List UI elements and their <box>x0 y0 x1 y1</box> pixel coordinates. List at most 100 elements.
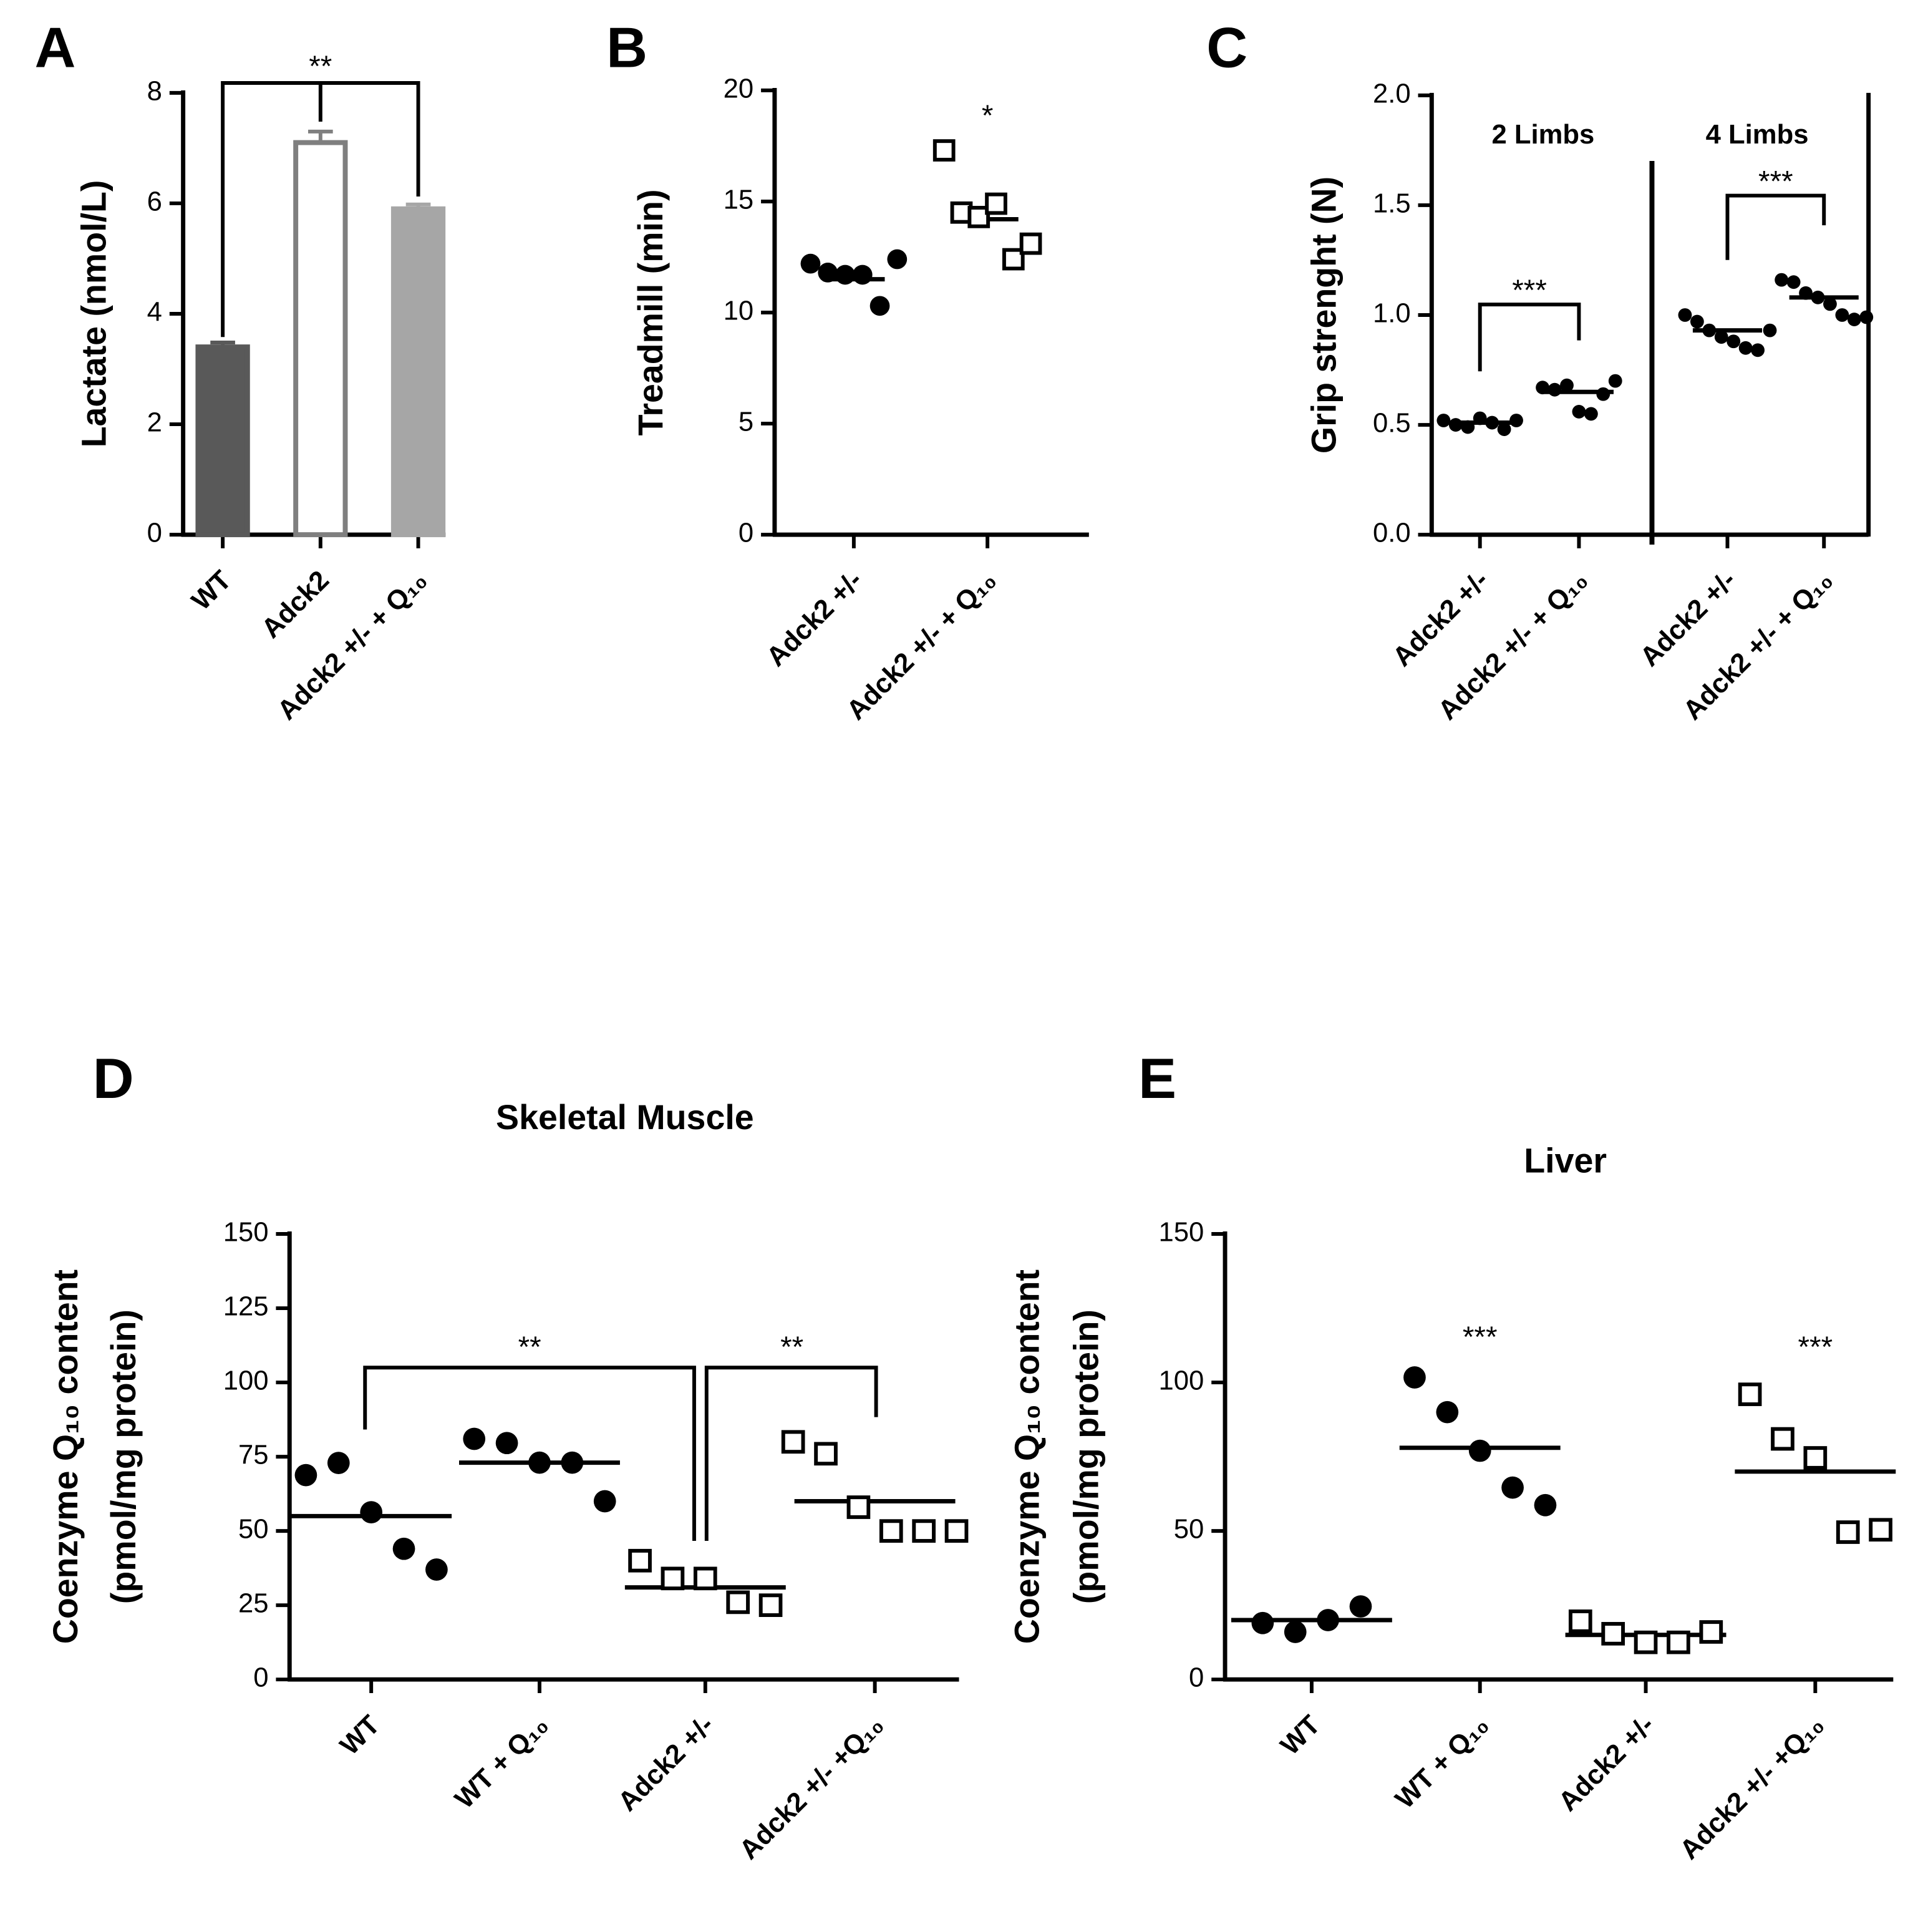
data-point <box>1738 1382 1762 1406</box>
y-tick-label: 6 <box>147 186 162 216</box>
data-point <box>758 1593 783 1618</box>
data-point <box>1771 1427 1794 1451</box>
bar <box>293 140 348 538</box>
data-point <box>869 296 890 316</box>
y-tick-label: 0.0 <box>1373 518 1411 548</box>
y-axis-title: Grip strenght (N) <box>1304 177 1343 454</box>
data-point <box>1727 334 1741 349</box>
significance-label: *** <box>1798 1331 1833 1364</box>
data-point <box>1436 414 1451 427</box>
data-point <box>1349 1595 1372 1618</box>
x-tick-label: WT + Q₁₀ <box>1389 1709 1494 1814</box>
significance-label: ** <box>518 1331 541 1364</box>
data-point <box>294 1464 317 1487</box>
y-axis-title: (pmol/mg protein) <box>104 1309 143 1604</box>
data-point <box>628 1548 652 1573</box>
significance-label: *** <box>1758 165 1793 198</box>
data-point <box>1534 1493 1557 1517</box>
section-label: 2 Limbs <box>1491 119 1594 150</box>
y-axis-title: Coenzyme Q₁₀ content <box>46 1269 85 1644</box>
data-point <box>1547 382 1562 397</box>
y-tick-label: 0 <box>1189 1663 1204 1693</box>
data-point <box>495 1432 518 1455</box>
data-point <box>661 1566 685 1591</box>
data-point <box>1509 414 1523 427</box>
significance-label: ** <box>780 1331 803 1364</box>
data-point <box>1751 343 1765 357</box>
data-point <box>1461 420 1475 434</box>
y-tick-label: 50 <box>1174 1514 1204 1545</box>
x-tick-label: Adck2 <box>256 565 335 644</box>
data-point <box>693 1566 717 1591</box>
data-point <box>1596 387 1610 401</box>
data-point <box>800 253 821 274</box>
y-axis-title: Coenzyme Q₁₀ content <box>1007 1269 1046 1644</box>
y-tick-label: 20 <box>724 73 754 104</box>
data-point <box>1568 1609 1592 1633</box>
data-point <box>781 1430 805 1454</box>
data-point <box>985 192 1007 215</box>
y-tick-label: 150 <box>1159 1217 1204 1248</box>
x-tick-label: Adck2 +/- +Q₁₀ <box>1674 1709 1830 1865</box>
data-point <box>1572 405 1586 419</box>
data-point <box>1836 1520 1860 1544</box>
section-label: 4 Limbs <box>1706 119 1809 150</box>
y-tick-label: 5 <box>739 407 753 437</box>
y-tick-label: 1.5 <box>1373 188 1411 218</box>
data-point <box>835 265 855 285</box>
data-point <box>1667 1630 1690 1654</box>
x-tick-label: WT <box>1274 1709 1326 1761</box>
significance-bracket <box>704 1366 878 1541</box>
y-tick-label: 25 <box>238 1588 269 1619</box>
data-point <box>1803 1446 1828 1470</box>
data-point <box>561 1451 584 1474</box>
data-point <box>1835 308 1849 322</box>
data-point <box>1634 1630 1658 1654</box>
data-point <box>846 1495 871 1519</box>
data-point <box>1536 381 1550 395</box>
data-point <box>1317 1609 1339 1631</box>
y-tick-label: 0.5 <box>1373 408 1411 439</box>
data-point <box>1775 273 1789 287</box>
y-axis-title: Lactate (nmol/L) <box>74 180 113 448</box>
x-tick-label: Adck2 +/- <box>1387 565 1494 672</box>
y-tick-label: 75 <box>238 1440 269 1470</box>
y-tick-label: 50 <box>238 1514 269 1545</box>
data-point <box>1799 286 1813 300</box>
data-point <box>1468 1439 1491 1462</box>
data-point <box>1690 314 1704 329</box>
data-point <box>1560 378 1574 392</box>
data-point <box>327 1452 350 1474</box>
data-point <box>814 1442 838 1466</box>
y-tick-label: 1.0 <box>1373 298 1411 329</box>
significance-label: *** <box>1512 274 1547 307</box>
data-point <box>1584 407 1598 421</box>
data-point <box>425 1558 448 1581</box>
y-tick-label: 15 <box>724 184 754 215</box>
data-point <box>852 265 873 285</box>
data-point <box>1501 1476 1524 1499</box>
data-point <box>1497 422 1511 437</box>
y-tick-label: 100 <box>1159 1366 1204 1396</box>
data-point <box>463 1427 486 1450</box>
x-tick-label: WT + Q₁₀ <box>449 1709 554 1814</box>
data-point <box>1284 1621 1307 1643</box>
data-point <box>1869 1518 1892 1542</box>
data-point <box>1485 415 1499 430</box>
data-point <box>1436 1400 1459 1424</box>
y-tick-label: 125 <box>223 1291 269 1322</box>
data-point <box>1738 341 1753 355</box>
y-tick-label: 0 <box>739 518 753 548</box>
data-point <box>1699 1620 1723 1644</box>
data-point <box>528 1451 551 1474</box>
y-tick-label: 10 <box>724 296 754 326</box>
y-tick-label: 100 <box>223 1366 269 1396</box>
data-point <box>1403 1366 1426 1389</box>
significance-label: *** <box>1463 1321 1498 1354</box>
data-point <box>1251 1611 1274 1634</box>
y-tick-label: 150 <box>223 1217 269 1248</box>
data-point <box>360 1501 383 1523</box>
panel-label: E <box>1138 1047 1176 1110</box>
x-tick-label: Adck2 +/- <box>760 565 868 672</box>
